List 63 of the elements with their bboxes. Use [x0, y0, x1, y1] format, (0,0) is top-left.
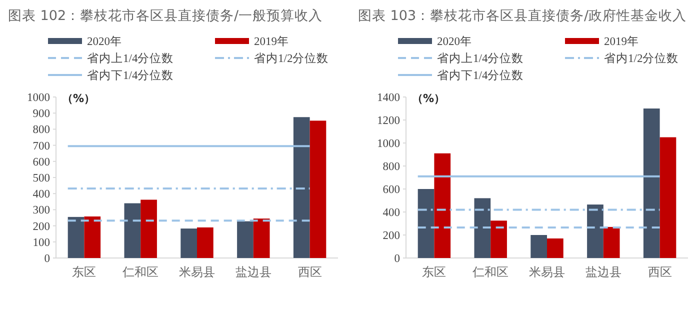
bar: [197, 227, 214, 258]
y-tick-label: 400: [32, 188, 50, 201]
bar: [293, 117, 310, 258]
y-tick-label: 600: [382, 184, 400, 196]
bar: [603, 226, 620, 258]
legend-label: 2019年: [254, 35, 289, 48]
bar: [68, 216, 84, 258]
x-tick-label: 盐边县: [585, 265, 622, 279]
bar: [180, 228, 197, 258]
bar: [310, 120, 326, 258]
y-tick-label: 400: [382, 207, 400, 219]
bar: [237, 221, 254, 258]
legend-label: 省内上1/4分位数: [87, 52, 174, 65]
y-tick-label: 700: [32, 140, 50, 152]
bar: [587, 204, 604, 258]
bar: [547, 238, 564, 258]
y-tick-label: 1200: [377, 115, 400, 127]
bar: [253, 218, 270, 258]
legend-label: 省内下1/4分位数: [437, 69, 524, 82]
y-tick-label: 300: [32, 204, 50, 217]
y-tick-label: 100: [32, 236, 50, 249]
y-tick-label: 1000: [27, 92, 50, 104]
chart-title: 图表 102：攀枝花市各区县直接债务/一般预算收入: [8, 8, 323, 24]
y-tick-label: 1000: [377, 138, 400, 150]
y-tick-label: 800: [382, 161, 400, 173]
bar: [124, 203, 141, 258]
y-tick-label: 0: [394, 253, 400, 265]
bar: [84, 216, 101, 258]
y-tick-label: 1400: [377, 92, 400, 104]
x-tick-label: 西区: [298, 265, 322, 279]
x-tick-label: 盐边县: [235, 265, 272, 279]
x-tick-label: 东区: [72, 265, 96, 279]
y-tick-label: 0: [44, 253, 50, 265]
bar: [434, 153, 451, 258]
x-tick-label: 米易县: [179, 265, 215, 279]
bar: [474, 198, 491, 258]
y-tick-label: 500: [32, 172, 50, 184]
bar: [140, 200, 157, 258]
legend-label: 2020年: [87, 35, 122, 48]
x-tick-label: 仁和区: [472, 265, 509, 279]
legend-label: 省内下1/4分位数: [87, 69, 174, 82]
chart-title: 图表 103：攀枝花市各区县直接债务/政府性基金收入: [358, 8, 687, 24]
legend-label: 2020年: [437, 35, 472, 48]
y-axis-title: （%）: [412, 92, 446, 105]
bar: [490, 220, 507, 258]
bar: [660, 137, 676, 258]
bar: [530, 235, 547, 258]
y-tick-label: 200: [32, 220, 50, 233]
legend-label: 省内上1/4分位数: [437, 52, 524, 65]
x-tick-label: 东区: [422, 265, 446, 279]
x-tick-label: 西区: [648, 265, 672, 279]
bar: [418, 189, 434, 258]
y-tick-label: 600: [32, 156, 50, 168]
y-tick-label: 800: [32, 124, 50, 136]
bar: [643, 108, 660, 258]
legend-label: 省内1/2分位数: [254, 52, 329, 65]
x-tick-label: 米易县: [529, 265, 565, 279]
y-tick-label: 900: [32, 108, 50, 120]
legend-label: 省内1/2分位数: [604, 52, 679, 65]
legend-label: 2019年: [604, 35, 639, 48]
y-axis-title: （%）: [62, 92, 96, 105]
x-tick-label: 仁和区: [122, 265, 159, 279]
y-tick-label: 200: [382, 230, 400, 242]
